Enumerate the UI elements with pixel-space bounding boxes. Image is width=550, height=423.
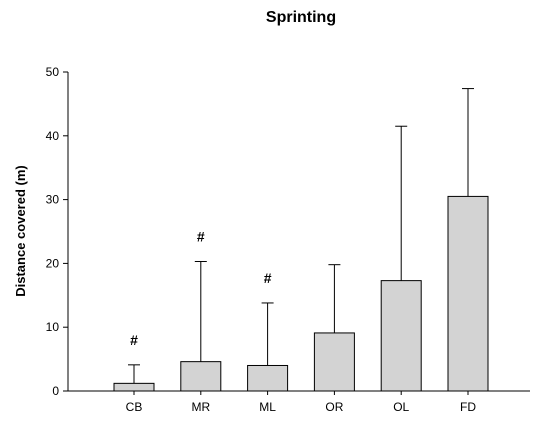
x-tick-label-ol: OL	[393, 400, 409, 414]
x-tick-label-fd: FD	[460, 400, 476, 414]
bar-fd	[447, 195, 489, 392]
annotation-ml: #	[264, 270, 272, 286]
y-tick-label-30: 30	[46, 193, 60, 207]
chart-title: Sprinting	[266, 9, 336, 26]
x-tick-label-cb: CB	[126, 400, 143, 414]
bar-mr	[180, 361, 222, 392]
bar-ol	[380, 280, 422, 392]
chart-marks: 0 10 20 30 40 50 CB MR ML OR OL FD # # #	[46, 65, 489, 414]
x-tick-label-ml: ML	[259, 400, 276, 414]
annotation-mr: #	[197, 228, 205, 244]
bar-or	[313, 332, 355, 392]
y-tick-label-0: 0	[52, 384, 59, 398]
y-tick-label-40: 40	[46, 129, 60, 143]
bar-cb	[113, 382, 155, 392]
y-tick-label-10: 10	[46, 320, 60, 334]
x-tick-label-or: OR	[325, 400, 343, 414]
bar-ml	[247, 364, 289, 392]
y-axis-label: Distance covered (m)	[13, 165, 28, 297]
x-tick-label-mr: MR	[191, 400, 210, 414]
y-tick-label-50: 50	[46, 65, 60, 79]
y-tick-label-20: 20	[46, 256, 60, 270]
annotation-cb: #	[130, 332, 138, 348]
